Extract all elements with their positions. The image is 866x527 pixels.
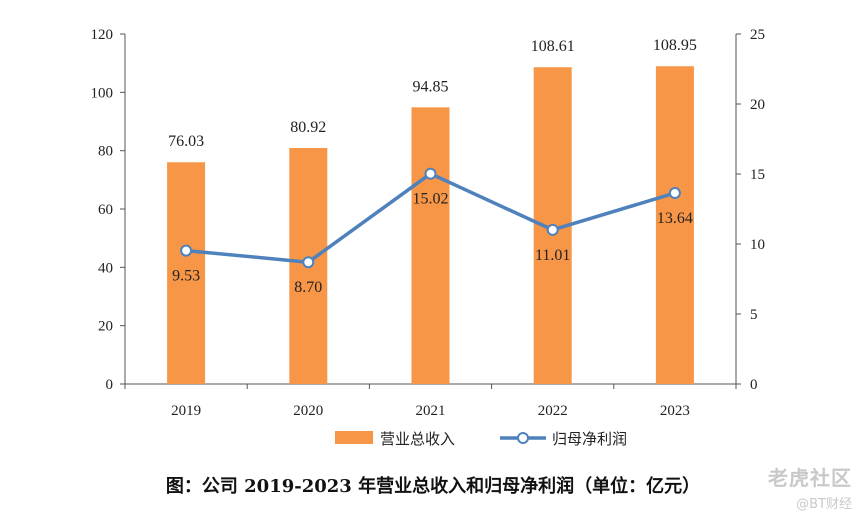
x-tick-label: 2022: [538, 403, 568, 419]
bar-data-label: 80.92: [290, 119, 326, 136]
x-tick-label: 2020: [293, 403, 323, 419]
y-tick-label-left: 80: [98, 144, 113, 160]
y-tick-label-right: 5: [750, 307, 758, 323]
legend-label-line: 归母净利润: [552, 430, 627, 448]
bar: [167, 162, 206, 384]
line-data-label: 9.53: [172, 268, 200, 285]
y-tick-label-right: 15: [750, 167, 765, 183]
line-point: [180, 244, 193, 257]
y-tick-label-right: 25: [750, 27, 765, 43]
line-data-label: 11.01: [535, 247, 570, 264]
watermark-handle: @BT财经: [796, 497, 852, 512]
line-data-label: 13.64: [657, 210, 693, 227]
y-tick-label-left: 0: [106, 377, 114, 393]
y-tick-label-left: 120: [91, 27, 114, 43]
watermark: 老虎社区 @BT财经: [768, 462, 852, 512]
bar-data-label: 76.03: [168, 133, 204, 150]
legend-marker-line: [517, 432, 529, 444]
line-point: [668, 187, 681, 200]
x-tick-label: 2021: [416, 403, 446, 419]
watermark-title: 老虎社区: [768, 466, 852, 490]
line-point: [302, 256, 315, 269]
y-tick-label-left: 100: [91, 85, 114, 101]
bar-data-label: 94.85: [413, 78, 449, 95]
line-data-label: 15.02: [413, 191, 449, 208]
line-point: [546, 223, 559, 236]
bar: [655, 66, 694, 385]
x-tick-label: 2023: [660, 403, 690, 419]
chart-caption: 图：公司 2019-2023 年营业总收入和归母净利润（单位：亿元）: [165, 476, 701, 497]
y-tick-label-right: 0: [750, 377, 758, 393]
line-data-label: 8.70: [294, 279, 322, 296]
line-point: [424, 167, 437, 180]
legend-swatch-bar: [335, 431, 373, 444]
legend-label-bar: 营业总收入: [380, 430, 455, 448]
y-tick-label-left: 20: [98, 319, 113, 335]
bar: [411, 107, 450, 385]
y-tick-label-right: 10: [750, 237, 765, 253]
y-tick-label-left: 60: [98, 202, 113, 218]
y-tick-label-left: 40: [98, 260, 113, 276]
x-tick-label: 2019: [171, 403, 201, 419]
bar-data-label: 108.95: [653, 37, 697, 54]
bar-data-label: 108.61: [531, 38, 575, 55]
y-tick-label-right: 20: [750, 97, 765, 113]
